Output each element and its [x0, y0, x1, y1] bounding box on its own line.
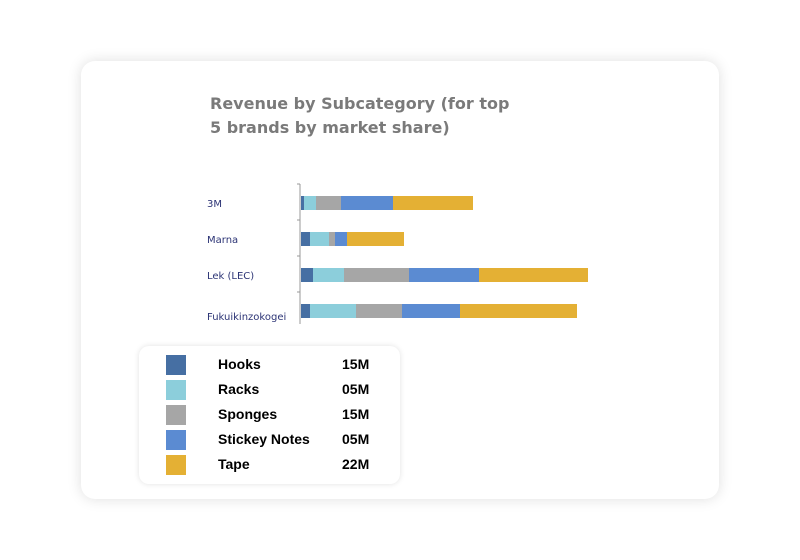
- legend-item: Sponges 15M: [139, 405, 400, 425]
- bar-segment-stickey-notes: [409, 268, 479, 282]
- legend-item: Stickey Notes 05M: [139, 430, 400, 450]
- bar-segment-sponges: [344, 268, 409, 282]
- legend-swatch: [166, 380, 186, 400]
- legend-value: 15M: [342, 406, 370, 422]
- legend-value: 05M: [342, 381, 370, 397]
- legend-swatch: [166, 405, 186, 425]
- bar-segment-sponges: [356, 304, 402, 318]
- bar-segment-hooks: [301, 232, 310, 246]
- bar-segment-sponges: [329, 232, 335, 246]
- legend-value: 15M: [342, 356, 370, 372]
- legend-label: Stickey Notes: [218, 431, 310, 447]
- category-label: Fukuikinzokogei: [207, 312, 286, 323]
- legend-item: Racks 05M: [139, 380, 400, 400]
- bar-segment-racks: [310, 232, 329, 246]
- bar-segment-racks: [304, 196, 316, 210]
- legend-item: Hooks 15M: [139, 355, 400, 375]
- legend-label: Tape: [218, 456, 250, 472]
- legend-value: 22M: [342, 456, 370, 472]
- legend-value: 05M: [342, 431, 370, 447]
- bar-segment-hooks: [301, 268, 313, 282]
- legend-item: Tape 22M: [139, 455, 400, 475]
- category-label: Lek (LEC): [207, 271, 254, 282]
- bar-segment-hooks: [301, 196, 304, 210]
- bar-segment-stickey-notes: [341, 196, 393, 210]
- bar-segment-stickey-notes: [402, 304, 460, 318]
- bar-segment-stickey-notes: [335, 232, 347, 246]
- bar-segment-hooks: [301, 304, 310, 318]
- bar-segment-racks: [310, 304, 356, 318]
- legend-swatch: [166, 430, 186, 450]
- legend-label: Hooks: [218, 356, 261, 372]
- bar-segment-tape: [393, 196, 473, 210]
- category-label: Marna: [207, 235, 238, 246]
- bar-segment-racks: [313, 268, 344, 282]
- category-label: 3M: [207, 199, 222, 210]
- chart-title: Revenue by Subcategory (for top 5 brands…: [210, 94, 510, 137]
- legend-label: Racks: [218, 381, 260, 397]
- bar-segment-tape: [460, 304, 577, 318]
- bar-segment-tape: [347, 232, 404, 246]
- bar-segment-tape: [479, 268, 588, 282]
- legend-swatch: [166, 455, 186, 475]
- legend-label: Sponges: [218, 406, 278, 422]
- bar-segment-sponges: [316, 196, 341, 210]
- legend: Hooks 15M Racks 05M Sponges 15M Stickey …: [139, 346, 400, 484]
- legend-swatch: [166, 355, 186, 375]
